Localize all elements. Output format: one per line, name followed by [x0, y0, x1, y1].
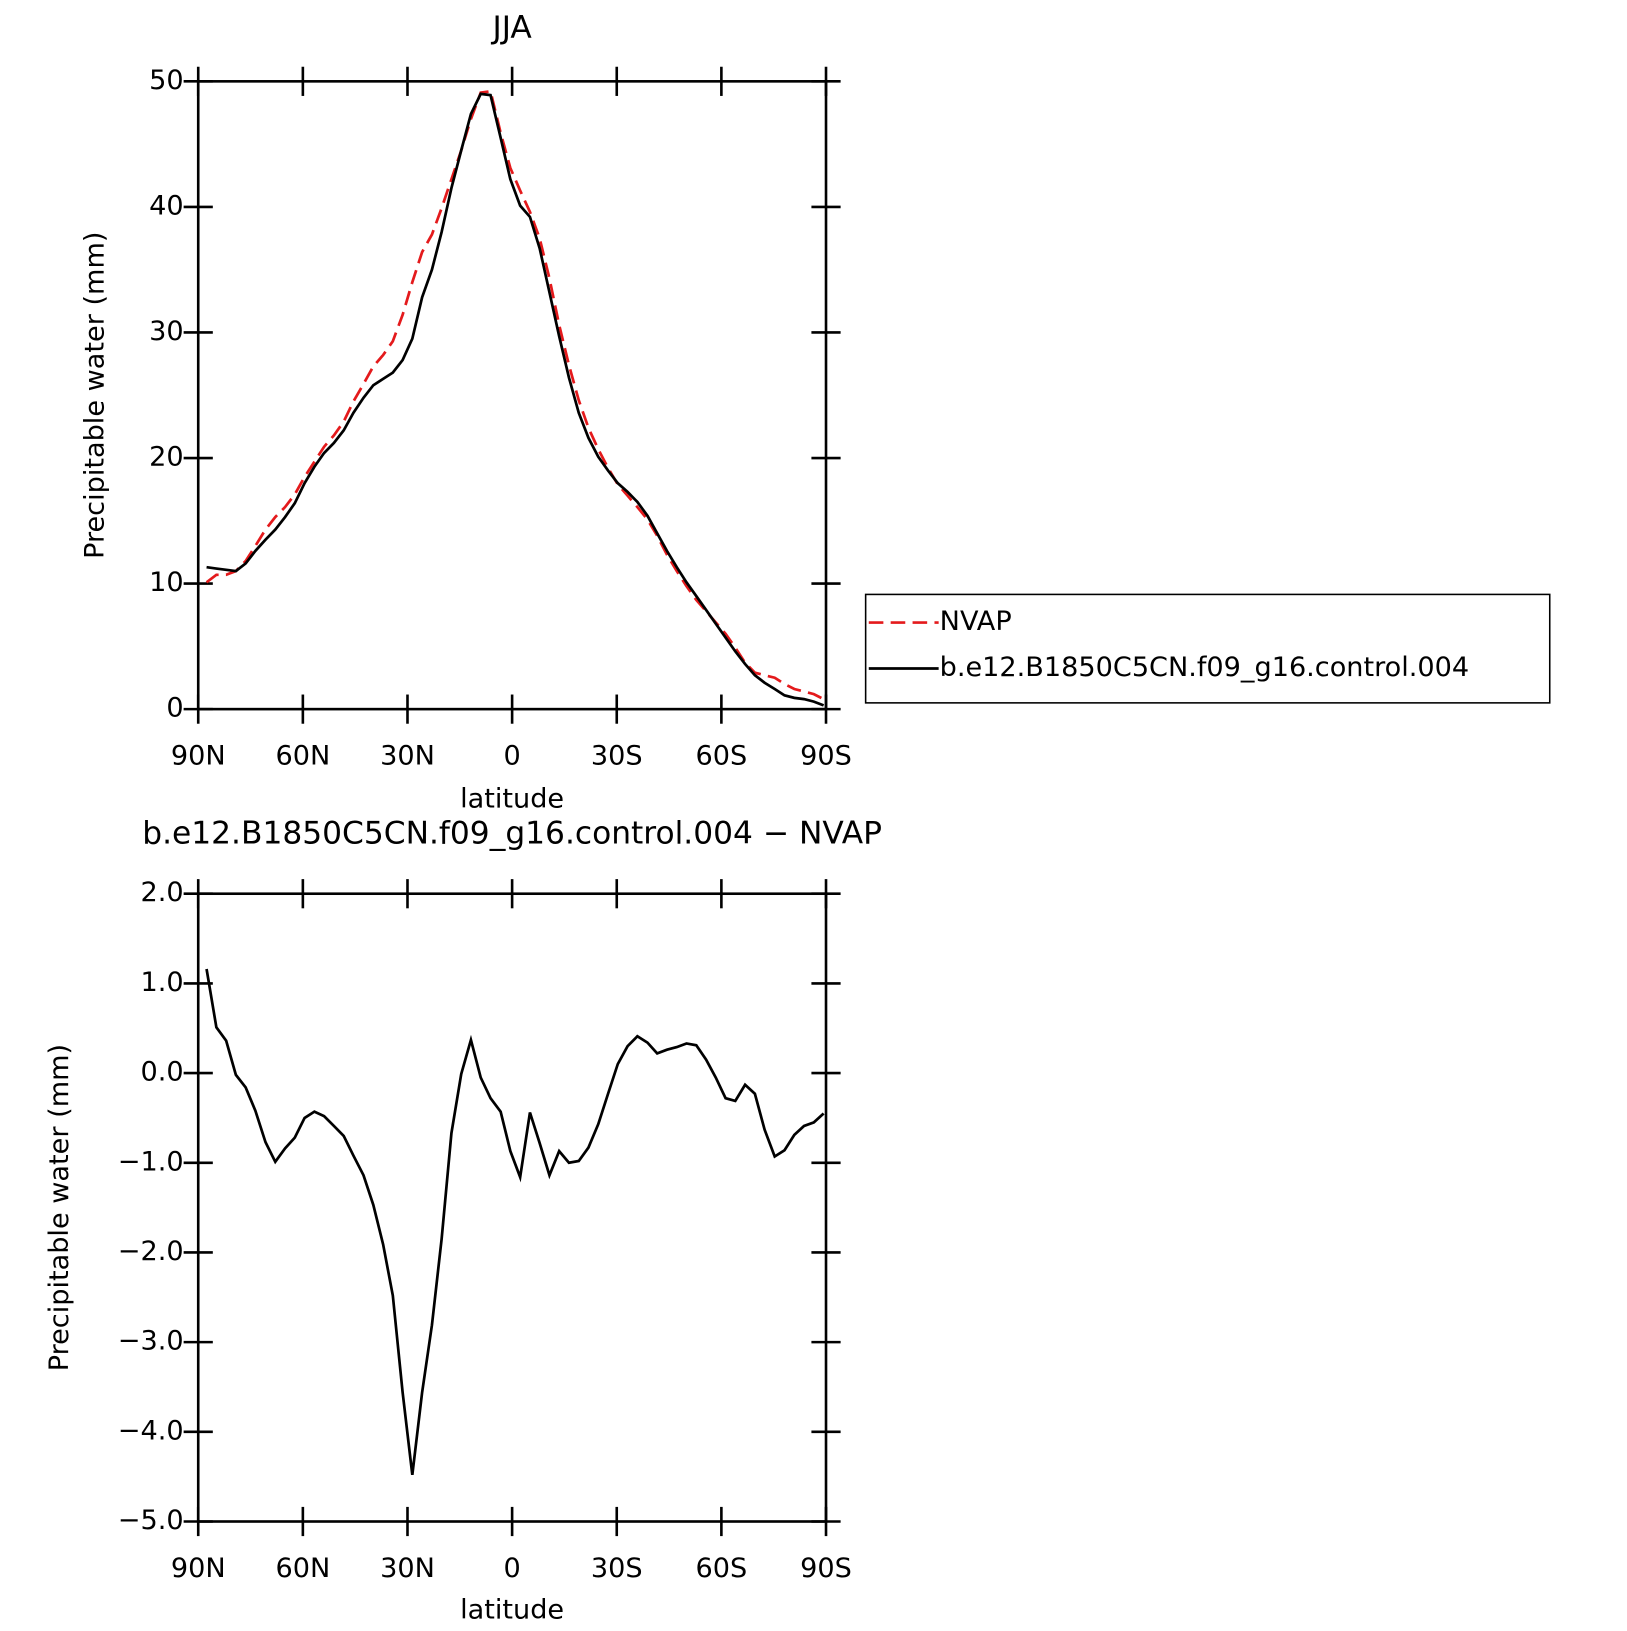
y-tick-label: 40: [149, 190, 184, 221]
x-tick-label: 60S: [696, 1553, 748, 1584]
y-tick-label: 30: [149, 316, 184, 347]
x-axis-label: latitude: [460, 1595, 564, 1626]
data-line: [206, 92, 825, 707]
x-tick-label: 0: [503, 1553, 520, 1584]
x-tick-label: 30S: [591, 741, 643, 772]
x-tick-label: 90N: [171, 741, 226, 772]
data-line: [205, 89, 825, 701]
x-tick-label: 90N: [171, 1553, 226, 1584]
y-tick-label: −3.0: [118, 1326, 184, 1357]
x-tick-label: 90S: [800, 741, 852, 772]
x-axis-label: latitude: [460, 783, 564, 814]
x-tick-label: 60N: [275, 1553, 330, 1584]
data-line: [205, 968, 825, 1476]
y-tick-label: 2.0: [141, 877, 184, 908]
y-tick-label: −4.0: [118, 1415, 184, 1446]
y-tick-label: 0.0: [141, 1057, 184, 1088]
y-tick-label: 20: [149, 442, 184, 473]
x-tick-label: 30N: [380, 741, 435, 772]
x-tick-label: 30S: [591, 1553, 643, 1584]
legend-box: [864, 593, 1551, 704]
x-tick-label: 30N: [380, 1553, 435, 1584]
x-tick-label: 60S: [696, 741, 748, 772]
legend-label: NVAP: [940, 606, 1012, 637]
y-axis-label: Precipitable water (mm): [80, 232, 111, 559]
plot-frame: [196, 892, 828, 1523]
plot-frame: [196, 80, 828, 711]
x-tick-label: 60N: [275, 741, 330, 772]
legend-label: b.e12.B1850C5CN.f09_g16.control.004: [940, 652, 1469, 683]
chart-title: JJA: [490, 10, 532, 46]
y-axis-label: Precipitable water (mm): [44, 1044, 75, 1371]
y-tick-label: 10: [149, 567, 184, 598]
y-tick-label: −5.0: [118, 1505, 184, 1536]
y-tick-label: −1.0: [118, 1146, 184, 1177]
x-tick-label: 90S: [800, 1553, 852, 1584]
x-tick-label: 0: [503, 741, 520, 772]
y-tick-label: 50: [149, 65, 184, 96]
y-tick-label: 0: [166, 693, 183, 724]
chart-title: b.e12.B1850C5CN.f09_g16.control.004 − NV…: [142, 815, 882, 851]
y-tick-label: 1.0: [141, 967, 184, 998]
y-tick-label: −2.0: [118, 1236, 184, 1267]
